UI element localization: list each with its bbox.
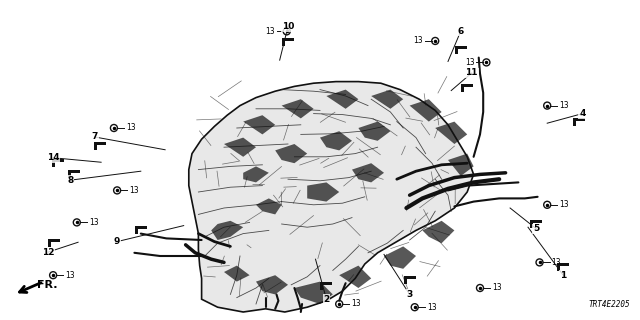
Polygon shape (404, 276, 415, 284)
Text: 13: 13 (89, 218, 99, 227)
Text: 10: 10 (282, 22, 294, 31)
Polygon shape (455, 46, 467, 53)
Text: 13: 13 (427, 303, 436, 312)
Polygon shape (557, 263, 569, 271)
Polygon shape (307, 182, 339, 202)
Polygon shape (224, 138, 256, 157)
Text: 13: 13 (559, 101, 569, 110)
Polygon shape (435, 122, 467, 144)
Polygon shape (410, 99, 442, 122)
Text: 6: 6 (458, 27, 464, 36)
Text: 14: 14 (47, 153, 60, 162)
Polygon shape (282, 38, 294, 46)
Polygon shape (461, 84, 473, 92)
Text: 13: 13 (265, 27, 275, 36)
Polygon shape (189, 82, 474, 312)
Polygon shape (448, 154, 474, 176)
Polygon shape (49, 239, 60, 246)
Text: 8: 8 (67, 176, 74, 185)
Text: 4: 4 (579, 109, 586, 118)
Polygon shape (211, 221, 243, 240)
Polygon shape (243, 115, 275, 134)
Polygon shape (326, 90, 358, 109)
Polygon shape (224, 266, 250, 282)
Text: 13: 13 (65, 271, 75, 280)
Polygon shape (530, 220, 541, 228)
Text: 13: 13 (351, 300, 361, 308)
Polygon shape (371, 90, 403, 109)
Text: 13: 13 (559, 200, 569, 209)
Polygon shape (321, 282, 332, 291)
Text: 7: 7 (92, 132, 98, 141)
Text: FR.: FR. (36, 280, 58, 290)
Text: 13: 13 (552, 258, 561, 267)
Polygon shape (282, 99, 314, 118)
Polygon shape (95, 141, 106, 149)
Polygon shape (275, 144, 307, 163)
Polygon shape (256, 275, 288, 294)
Polygon shape (573, 117, 585, 125)
Polygon shape (52, 159, 63, 167)
Polygon shape (358, 122, 390, 141)
Polygon shape (68, 170, 79, 179)
Text: 1: 1 (560, 271, 566, 280)
Text: 13: 13 (126, 124, 136, 132)
Text: 13: 13 (492, 284, 502, 292)
Text: 9: 9 (114, 237, 120, 246)
Polygon shape (352, 163, 384, 182)
Text: TRT4E2205: TRT4E2205 (589, 300, 630, 309)
Text: 5: 5 (533, 224, 540, 233)
Polygon shape (243, 166, 269, 182)
Polygon shape (422, 221, 454, 243)
Text: 3: 3 (406, 290, 413, 299)
Polygon shape (294, 282, 333, 304)
Polygon shape (384, 246, 416, 269)
Text: 13: 13 (413, 36, 423, 45)
Polygon shape (135, 226, 147, 234)
Polygon shape (256, 198, 282, 214)
Polygon shape (320, 131, 352, 150)
Text: 11: 11 (465, 68, 478, 77)
Text: 13: 13 (465, 58, 474, 67)
Text: 2: 2 (323, 295, 330, 304)
Text: 12: 12 (42, 248, 54, 257)
Text: 13: 13 (129, 186, 139, 195)
Polygon shape (339, 266, 371, 288)
